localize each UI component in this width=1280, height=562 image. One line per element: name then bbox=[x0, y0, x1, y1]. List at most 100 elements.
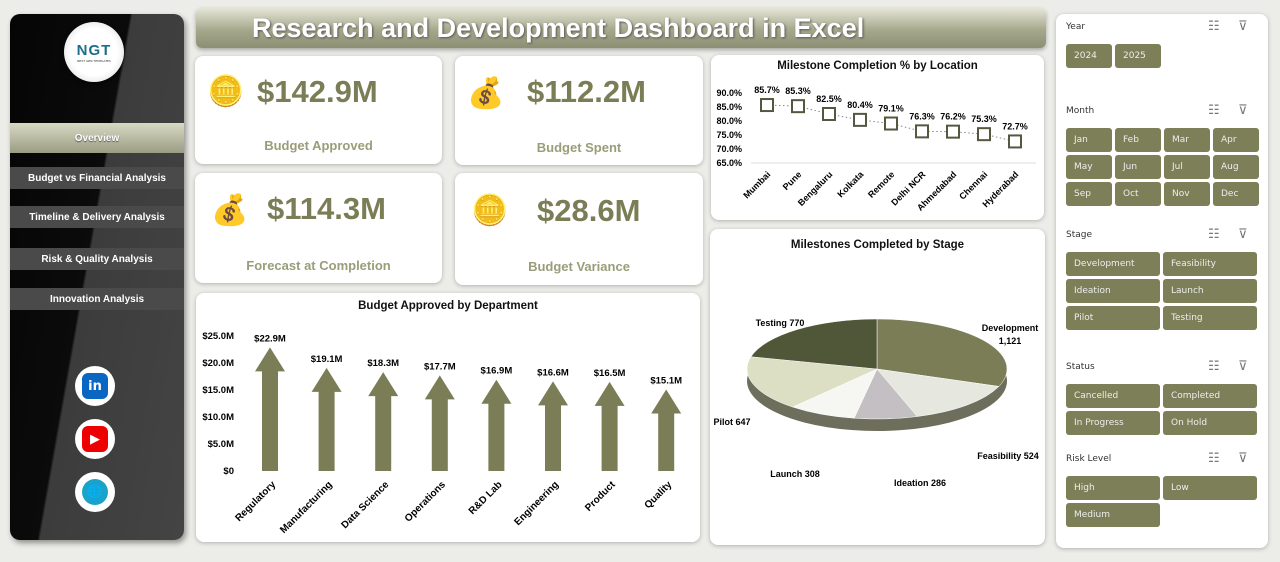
clear-filter-icon[interactable]: ⊽ bbox=[1238, 103, 1248, 118]
month-slicer-item[interactable]: Jul bbox=[1164, 155, 1210, 179]
nav-timeline-delivery[interactable]: Timeline & Delivery Analysis bbox=[10, 206, 184, 228]
status-slicer-item[interactable]: Cancelled bbox=[1066, 384, 1160, 408]
data-label: 85.7% bbox=[754, 85, 780, 95]
risk-level-slicer-item[interactable]: Medium bbox=[1066, 503, 1160, 527]
data-label: Ideation 286 bbox=[894, 478, 946, 488]
multi-select-icon[interactable]: ☷ bbox=[1208, 103, 1220, 118]
coins-icon: 🪙 bbox=[471, 193, 509, 228]
month-slicer-item[interactable]: Jan bbox=[1066, 128, 1112, 152]
nav-risk-quality[interactable]: Risk & Quality Analysis bbox=[10, 248, 184, 270]
money-bag-icon: 💰 bbox=[467, 76, 505, 111]
clear-filter-icon[interactable]: ⊽ bbox=[1238, 451, 1248, 466]
month-slicer-item[interactable]: Nov bbox=[1164, 182, 1210, 206]
stage-slicer-item[interactable]: Ideation bbox=[1066, 279, 1160, 303]
kpi-forecast: 💰 $114.3M Forecast at Completion bbox=[195, 173, 442, 283]
status-slicer-title: Status bbox=[1066, 362, 1095, 372]
data-label: 82.5% bbox=[816, 94, 842, 104]
month-slicer-title: Month bbox=[1066, 106, 1095, 116]
data-label: Development bbox=[982, 323, 1039, 333]
x-tick-label: Pune bbox=[781, 169, 804, 192]
bar-chart-panel: Budget Approved by Department $0 $5.0M $10… bbox=[196, 293, 700, 542]
status-slicer-item[interactable]: Completed bbox=[1163, 384, 1257, 408]
y-tick-label: $10.0M bbox=[202, 412, 234, 423]
year-slicer-item[interactable]: 2025 bbox=[1115, 44, 1161, 68]
y-tick-label: $0 bbox=[223, 466, 234, 477]
year-slicer-item[interactable]: 2024 bbox=[1066, 44, 1112, 68]
kpi-budget-variance: 🪙 $28.6M Budget Variance bbox=[455, 173, 703, 285]
data-label: $15.1M bbox=[650, 375, 682, 386]
y-tick-label: 80.0% bbox=[716, 116, 742, 126]
y-tick-label: 65.0% bbox=[716, 158, 742, 168]
data-point bbox=[760, 98, 774, 113]
sidebar: NGT NEXT GEN TEMPLATES Overview Budget vs… bbox=[10, 14, 184, 540]
x-tick-label: Manufacturing bbox=[278, 479, 334, 535]
kpi-label: Forecast at Completion bbox=[246, 258, 391, 273]
data-label: Launch 308 bbox=[770, 469, 820, 479]
x-tick-label: Operations bbox=[403, 479, 448, 524]
data-label: $16.9M bbox=[481, 366, 513, 377]
data-label: 85.3% bbox=[785, 86, 811, 96]
website-button[interactable]: 🌐 bbox=[75, 472, 115, 512]
month-slicer-item[interactable]: Sep bbox=[1066, 182, 1112, 206]
data-label: 80.4% bbox=[847, 100, 873, 110]
data-label: Pilot 647 bbox=[713, 417, 750, 427]
clear-filter-icon[interactable]: ⊽ bbox=[1238, 19, 1248, 34]
y-tick-label: 85.0% bbox=[716, 102, 742, 112]
month-slicer-item[interactable]: Apr bbox=[1213, 128, 1259, 152]
data-point bbox=[1008, 134, 1022, 149]
stage-slicer-item[interactable]: Development bbox=[1066, 252, 1160, 276]
kpi-label: Budget Spent bbox=[536, 140, 622, 155]
coins-icon: 🪙 bbox=[207, 74, 245, 109]
month-slicer-item[interactable]: Jun bbox=[1115, 155, 1161, 179]
status-slicer-item[interactable]: In Progress bbox=[1066, 411, 1160, 435]
pie-slice bbox=[746, 356, 878, 408]
multi-select-icon[interactable]: ☷ bbox=[1208, 359, 1220, 374]
clear-filter-icon[interactable]: ⊽ bbox=[1238, 227, 1248, 242]
x-tick-label: Engineering bbox=[512, 479, 561, 528]
year-slicer-title: Year bbox=[1066, 22, 1086, 32]
y-tick-label: $15.0M bbox=[202, 385, 234, 396]
month-slicer-item[interactable]: Oct bbox=[1115, 182, 1161, 206]
data-label: 75.3% bbox=[971, 114, 997, 124]
y-tick-label: 75.0% bbox=[716, 130, 742, 140]
stage-slicer-item[interactable]: Feasibility bbox=[1163, 252, 1257, 276]
nav-innovation[interactable]: Innovation Analysis bbox=[10, 288, 184, 310]
month-slicer-item[interactable]: Feb bbox=[1115, 128, 1161, 152]
chart-title: Milestones Completed by Stage bbox=[790, 239, 965, 251]
pie-chart-panel: Milestones Completed by Stage Developmen… bbox=[710, 229, 1045, 545]
kpi-label: Budget Approved bbox=[264, 138, 373, 153]
month-slicer-item[interactable]: Dec bbox=[1213, 182, 1259, 206]
stage-slicer-item[interactable]: Testing bbox=[1163, 306, 1257, 330]
nav-overview[interactable]: Overview bbox=[10, 123, 184, 153]
month-slicer-item[interactable]: May bbox=[1066, 155, 1112, 179]
x-tick-label: Mumbai bbox=[741, 169, 772, 200]
x-tick-label: Regulatory bbox=[233, 479, 278, 524]
kpi-value: $28.6M bbox=[537, 193, 641, 228]
chart-title: Budget Approved by Department bbox=[358, 300, 538, 312]
risk-level-slicer-item[interactable]: Low bbox=[1163, 476, 1257, 500]
month-slicer-item[interactable]: Aug bbox=[1213, 155, 1259, 179]
linkedin-button[interactable]: in bbox=[75, 366, 115, 406]
data-point bbox=[946, 124, 960, 139]
stage-slicer-item[interactable]: Pilot bbox=[1066, 306, 1160, 330]
bar-arrow bbox=[255, 347, 285, 471]
bar-arrow bbox=[368, 372, 399, 471]
bar-arrow bbox=[311, 367, 342, 471]
money-bag-icon: 💰 bbox=[211, 193, 249, 228]
month-slicer-item[interactable]: Mar bbox=[1164, 128, 1210, 152]
nav-budget-vs-financial[interactable]: Budget vs Financial Analysis bbox=[10, 167, 184, 189]
stage-slicer-item[interactable]: Launch bbox=[1163, 279, 1257, 303]
y-tick-label: $25.0M bbox=[202, 331, 234, 342]
status-slicer-item[interactable]: On Hold bbox=[1163, 411, 1257, 435]
kpi-budget-spent: 💰 $112.2M Budget Spent bbox=[455, 56, 703, 165]
clear-filter-icon[interactable]: ⊽ bbox=[1238, 359, 1248, 374]
youtube-button[interactable]: ▶ bbox=[75, 419, 115, 459]
data-point bbox=[977, 127, 991, 142]
pie-chart: Development 1,121 Feasibility 524 Ideation … bbox=[713, 318, 1039, 488]
multi-select-icon[interactable]: ☷ bbox=[1208, 19, 1220, 34]
multi-select-icon[interactable]: ☷ bbox=[1208, 227, 1220, 242]
data-point bbox=[791, 99, 805, 114]
multi-select-icon[interactable]: ☷ bbox=[1208, 451, 1220, 466]
risk-level-slicer-item[interactable]: High bbox=[1066, 476, 1160, 500]
y-tick-label: $20.0M bbox=[202, 358, 234, 369]
